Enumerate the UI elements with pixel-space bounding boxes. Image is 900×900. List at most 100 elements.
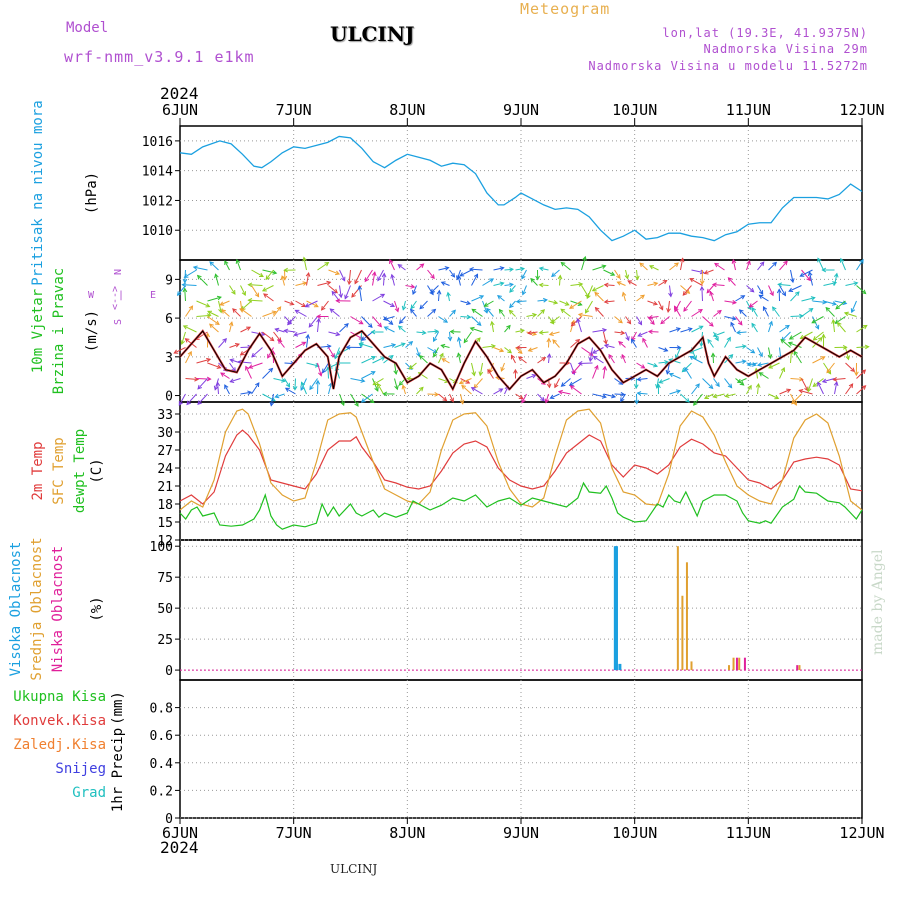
wind-arrow-head bbox=[390, 302, 396, 308]
mid-cloud-bar bbox=[798, 665, 801, 671]
wind-arrow bbox=[317, 318, 320, 333]
wind-arrow-head bbox=[708, 322, 714, 327]
wind-arrow-head bbox=[344, 323, 349, 328]
wind-arrow bbox=[808, 272, 813, 286]
wind-arrow bbox=[196, 358, 211, 364]
wind-arrow bbox=[763, 306, 769, 317]
wind-arrow bbox=[772, 306, 780, 317]
wind-arrow-head bbox=[659, 305, 664, 311]
dewpt-axis-title: dewpt Temp bbox=[72, 429, 88, 513]
wind-arrow-head bbox=[758, 290, 764, 296]
wind-arrow bbox=[658, 300, 664, 310]
wind-arrow bbox=[621, 354, 626, 364]
wind-arrow-head bbox=[571, 369, 577, 375]
wind-arrow-head bbox=[621, 291, 627, 297]
wind-arrow bbox=[427, 269, 435, 279]
wind-arrow-head bbox=[798, 388, 804, 394]
wind-arrow-head bbox=[486, 307, 491, 313]
wind-arrow bbox=[714, 263, 725, 271]
wind-arrow-head bbox=[832, 377, 838, 382]
wind-arrow bbox=[441, 358, 450, 364]
wind-arrow bbox=[604, 300, 615, 303]
wind-arrow-head bbox=[491, 343, 496, 349]
wind-arrow bbox=[647, 282, 658, 286]
wind-arrow bbox=[309, 378, 318, 390]
wind-arrow bbox=[658, 361, 669, 364]
wind-arrow-head bbox=[585, 308, 590, 314]
wind-arrow bbox=[680, 328, 692, 333]
wind-arrow bbox=[328, 285, 338, 294]
wind-arrow bbox=[669, 262, 679, 271]
y-tick-label: 30 bbox=[157, 426, 173, 441]
precip-unit: (mm) bbox=[110, 691, 126, 725]
wind-arrow-head bbox=[689, 355, 694, 361]
wind-arrow bbox=[701, 286, 703, 302]
wind-arrow-head bbox=[271, 310, 277, 315]
wind-arrow bbox=[569, 378, 582, 386]
wind-arrow bbox=[736, 331, 747, 334]
wind-arrow-head bbox=[214, 273, 219, 279]
wind-arrow-head bbox=[625, 336, 630, 342]
wind-arrow bbox=[196, 314, 211, 317]
wind-arrow bbox=[447, 292, 450, 302]
wind-arrow bbox=[482, 345, 496, 348]
wind-arrow-head bbox=[254, 292, 260, 298]
wind-arrow bbox=[301, 382, 307, 395]
wind-arrow bbox=[779, 389, 791, 395]
wind-arrow-head bbox=[248, 364, 254, 369]
wind-arrow-head bbox=[324, 261, 330, 267]
wind-arrow bbox=[658, 347, 668, 352]
y-tick-label: 0.4 bbox=[150, 757, 174, 772]
wind-arrow bbox=[746, 385, 752, 395]
wind-arrow bbox=[515, 268, 525, 271]
wind-arrow-head bbox=[833, 272, 839, 278]
wind-arrow-head bbox=[535, 275, 540, 281]
wind-key-bar: | bbox=[118, 290, 124, 301]
wind-arrow bbox=[317, 281, 331, 286]
wind-arrow bbox=[779, 325, 790, 333]
wind-arrow bbox=[427, 309, 436, 317]
wind-arrow bbox=[834, 273, 838, 286]
x-tick-label-bottom: 12JUN bbox=[839, 824, 884, 842]
wind-arrow-head bbox=[318, 371, 323, 377]
y-tick-label: 27 bbox=[157, 444, 173, 459]
wind-arrow-head bbox=[419, 304, 425, 310]
wind-arrow bbox=[768, 393, 779, 399]
wind-arrow bbox=[812, 300, 827, 304]
wind-arrow-head bbox=[747, 384, 752, 390]
wind-arrow bbox=[377, 269, 384, 281]
wind-arrow bbox=[317, 362, 322, 376]
wind-arrow-head bbox=[785, 324, 790, 330]
wind-arrow bbox=[614, 331, 625, 334]
wind-arrow-head bbox=[382, 391, 388, 397]
wind-arrow-head bbox=[673, 305, 679, 311]
wind-arrow-head bbox=[730, 321, 735, 327]
wind-arrow bbox=[835, 300, 846, 310]
y-tick-label: 24 bbox=[157, 462, 173, 477]
wind-arrow-head bbox=[664, 360, 670, 365]
wind-arrow bbox=[851, 300, 857, 313]
wind-arrow-head bbox=[746, 260, 751, 266]
wind-arrow bbox=[779, 285, 786, 296]
wind-arrow bbox=[486, 308, 494, 317]
wind-arrow bbox=[554, 378, 560, 388]
wind-arrow-head bbox=[821, 267, 827, 273]
wind-arrow-head bbox=[608, 353, 613, 359]
wind-arrow-head bbox=[246, 326, 252, 331]
wind-arrow-head bbox=[409, 308, 415, 314]
wind-arrow bbox=[592, 285, 604, 292]
wind-arrow-head bbox=[284, 387, 290, 392]
wind-arrow bbox=[570, 283, 583, 286]
wind-arrow-head bbox=[550, 318, 556, 324]
wind-arrow bbox=[184, 269, 197, 278]
wind-arrow bbox=[218, 338, 227, 348]
wind-arrow bbox=[275, 393, 285, 398]
x-tick-label-top: 11JUN bbox=[726, 101, 771, 119]
wind-arrow bbox=[603, 366, 606, 379]
wind-arrow-head bbox=[736, 378, 742, 384]
wind-arrow-head bbox=[231, 289, 236, 295]
wind-arrow bbox=[372, 316, 382, 328]
wind-arrow bbox=[561, 378, 571, 387]
wind-arrow bbox=[361, 356, 376, 364]
wind-arrow bbox=[689, 355, 703, 364]
